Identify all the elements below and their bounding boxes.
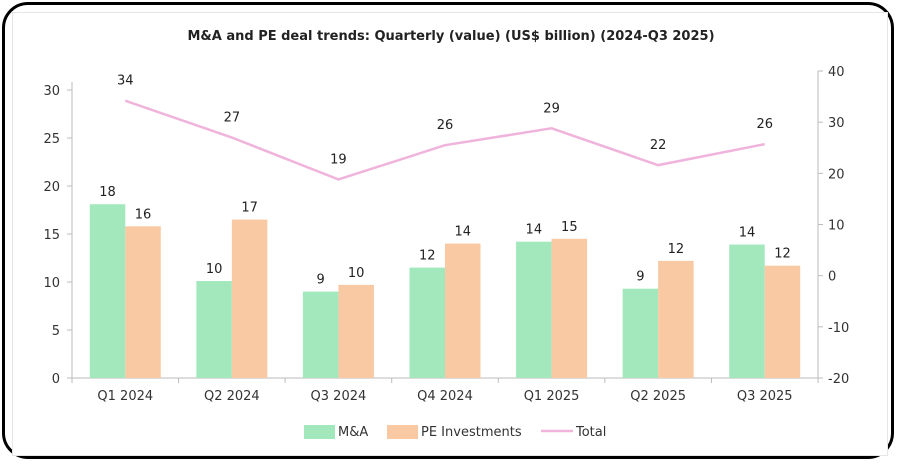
right-tick-label: 10 xyxy=(828,219,845,234)
data-label-ma: 10 xyxy=(206,262,223,277)
total-line xyxy=(124,99,765,181)
data-label-total: 29 xyxy=(543,101,560,116)
data-label-ma: 9 xyxy=(317,273,325,288)
right-tick-label: 30 xyxy=(828,116,845,131)
bar-ma xyxy=(729,244,765,378)
data-label-pe: 12 xyxy=(668,242,685,257)
data-label-total: 22 xyxy=(650,138,667,153)
left-tick-label: 0 xyxy=(52,372,60,387)
data-label-total: 34 xyxy=(117,74,134,89)
left-tick-label: 30 xyxy=(43,84,60,99)
bar-ma xyxy=(89,204,126,378)
right-tick-label: 40 xyxy=(828,65,845,80)
left-tick-label: 25 xyxy=(43,132,60,147)
data-label-ma: 18 xyxy=(99,185,116,200)
data-label-pe: 16 xyxy=(135,207,152,222)
x-tick-label: Q3 2024 xyxy=(311,389,367,404)
right-tick-label: -20 xyxy=(828,372,849,387)
right-tick-label: -10 xyxy=(828,321,849,336)
bar-pe xyxy=(764,265,801,378)
x-tick-label: Q4 2024 xyxy=(417,389,473,404)
legend-swatch-pe xyxy=(387,425,418,439)
x-tick-label: Q1 2025 xyxy=(524,389,580,404)
legend-swatch-ma xyxy=(304,425,335,439)
left-tick-label: 5 xyxy=(52,324,60,339)
legend-label-pe: PE Investments xyxy=(421,425,522,440)
x-tick-label: Q3 2025 xyxy=(737,389,793,404)
data-label-pe: 12 xyxy=(774,247,791,262)
data-label-ma: 14 xyxy=(739,226,756,241)
data-label-total: 19 xyxy=(330,152,347,167)
bar-pe xyxy=(551,238,588,378)
bar-ma xyxy=(196,281,232,378)
data-label-pe: 10 xyxy=(348,266,365,281)
left-tick-label: 15 xyxy=(43,228,60,243)
data-label-ma: 14 xyxy=(526,223,543,238)
data-label-total: 26 xyxy=(437,118,454,133)
left-tick-label: 10 xyxy=(43,276,60,291)
bar-ma xyxy=(409,267,445,378)
bar-pe xyxy=(231,219,268,378)
left-tick-label: 20 xyxy=(43,180,60,195)
data-label-ma: 12 xyxy=(419,249,436,264)
x-tick-label: Q1 2024 xyxy=(97,389,153,404)
bar-ma xyxy=(516,241,552,378)
data-label-total: 27 xyxy=(224,111,241,126)
bar-pe xyxy=(658,260,694,378)
bar-pe xyxy=(125,226,161,378)
data-label-total: 26 xyxy=(756,117,773,132)
chart-title: M&A and PE deal trends: Quarterly (value… xyxy=(187,29,714,44)
data-label-pe: 14 xyxy=(454,225,471,240)
x-tick-label: Q2 2025 xyxy=(630,389,686,404)
data-label-ma: 9 xyxy=(636,270,644,285)
data-label-pe: 17 xyxy=(241,201,258,216)
x-tick-label: Q2 2024 xyxy=(204,389,260,404)
right-tick-label: 20 xyxy=(828,167,845,182)
bar-pe xyxy=(338,284,374,378)
bar-ma xyxy=(622,288,659,378)
bar-ma xyxy=(302,291,339,378)
data-label-pe: 15 xyxy=(561,220,578,235)
legend-label-total: Total xyxy=(575,425,606,440)
bar-pe xyxy=(445,243,481,378)
legend-label-ma: M&A xyxy=(338,425,368,440)
right-tick-label: 0 xyxy=(828,270,836,285)
